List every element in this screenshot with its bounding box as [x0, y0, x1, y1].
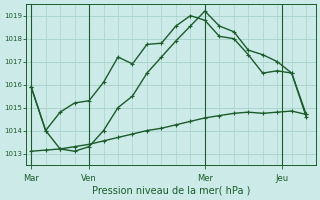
X-axis label: Pression niveau de la mer( hPa ): Pression niveau de la mer( hPa ): [92, 186, 250, 196]
